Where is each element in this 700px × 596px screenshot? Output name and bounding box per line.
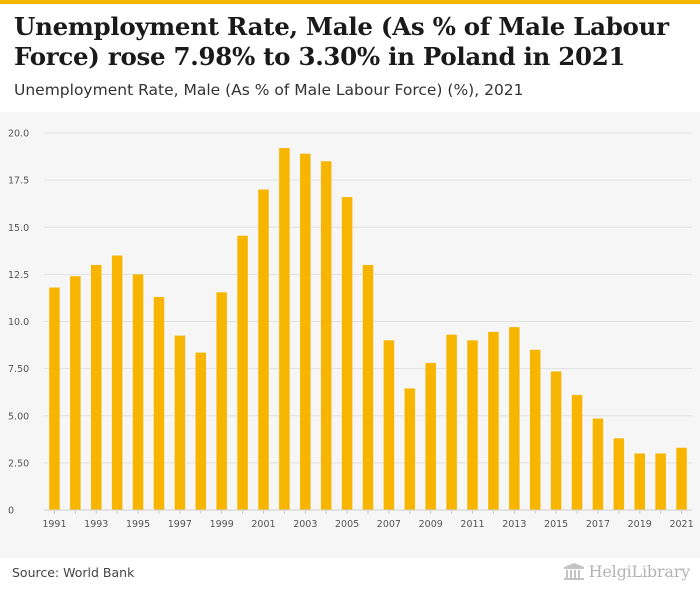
bar-1996[interactable] — [153, 296, 165, 510]
bar-chart: 0 2.50 5.00 7.50 10.0 12.5 15.0 17.5 20.0 1991 199… — [8, 129, 694, 531]
x-tick-label: 2007 — [377, 519, 401, 530]
bar-2000[interactable] — [237, 235, 248, 511]
helgi-library-logo: HelgiLibrary — [563, 562, 690, 581]
y-tick-label: 10.0 — [8, 317, 29, 328]
bar-2008[interactable] — [404, 388, 416, 510]
x-tick-label: 1999 — [210, 519, 234, 530]
bar-1998[interactable] — [195, 352, 207, 510]
y-tick-label: 2.50 — [8, 458, 29, 469]
x-tick-label: 2019 — [628, 519, 652, 530]
x-tick-label: 2003 — [293, 519, 317, 530]
bar-2002[interactable] — [279, 148, 290, 510]
x-tick-label: 1997 — [168, 519, 192, 530]
x-tick-label: 2013 — [502, 519, 526, 530]
bar-2017[interactable] — [592, 418, 604, 510]
x-tick-label: 1995 — [126, 519, 150, 530]
bar-2011[interactable] — [467, 340, 478, 510]
bar-1992[interactable] — [70, 276, 81, 510]
bar-2007[interactable] — [383, 340, 395, 510]
y-tick-label: 0 — [8, 506, 14, 517]
x-tick-label: 2005 — [335, 519, 359, 530]
y-tick-label: 20.0 — [8, 129, 29, 140]
bar-1995[interactable] — [132, 274, 144, 510]
bar-2014[interactable] — [529, 349, 541, 510]
bar-2018[interactable] — [613, 438, 625, 510]
y-tick-label: 15.0 — [8, 223, 29, 234]
x-tick-label: 2001 — [251, 519, 275, 530]
bar-2013[interactable] — [509, 327, 520, 510]
x-tick-label: 2009 — [419, 519, 443, 530]
logo-text: HelgiLibrary — [588, 562, 691, 581]
bar-1999[interactable] — [216, 292, 227, 510]
x-tick-label: 2011 — [460, 519, 484, 530]
page-title: Unemployment Rate, Male (As % of Male La… — [14, 12, 669, 71]
bar-2001[interactable] — [258, 189, 269, 511]
bar-2012[interactable] — [488, 331, 499, 510]
bar-2003[interactable] — [300, 153, 311, 511]
chart-subtitle: Unemployment Rate, Male (As % of Male La… — [14, 81, 524, 99]
y-tick-label: 7.50 — [8, 364, 29, 375]
y-tick-label: 5.00 — [8, 411, 29, 422]
bar-2010[interactable] — [446, 334, 457, 510]
bar-2015[interactable] — [550, 371, 562, 510]
x-tick-label: 1991 — [42, 519, 66, 530]
y-tick-label: 17.5 — [8, 176, 29, 187]
bar-1991[interactable] — [49, 287, 60, 510]
bar-1993[interactable] — [91, 264, 102, 510]
bar-2020[interactable] — [655, 453, 666, 510]
x-tick-label: 2015 — [544, 519, 568, 530]
bar-2016[interactable] — [571, 395, 583, 510]
x-tick-label: 2017 — [586, 519, 610, 530]
bar-1997[interactable] — [174, 335, 186, 510]
bar-2019[interactable] — [634, 453, 645, 510]
x-tick-label: 2021 — [669, 519, 693, 530]
bar-2006[interactable] — [362, 264, 374, 510]
bar-1994[interactable] — [111, 255, 123, 510]
bar-2009[interactable] — [425, 362, 436, 510]
accent-bar — [0, 0, 700, 4]
y-tick-label: 12.5 — [8, 270, 29, 281]
source-note: Source: World Bank — [12, 565, 135, 580]
bar-2004[interactable] — [320, 161, 332, 510]
bar-2021[interactable] — [676, 447, 687, 510]
x-tick-label: 1993 — [84, 519, 108, 530]
bar-2005[interactable] — [341, 197, 353, 510]
library-building-icon — [563, 562, 584, 580]
